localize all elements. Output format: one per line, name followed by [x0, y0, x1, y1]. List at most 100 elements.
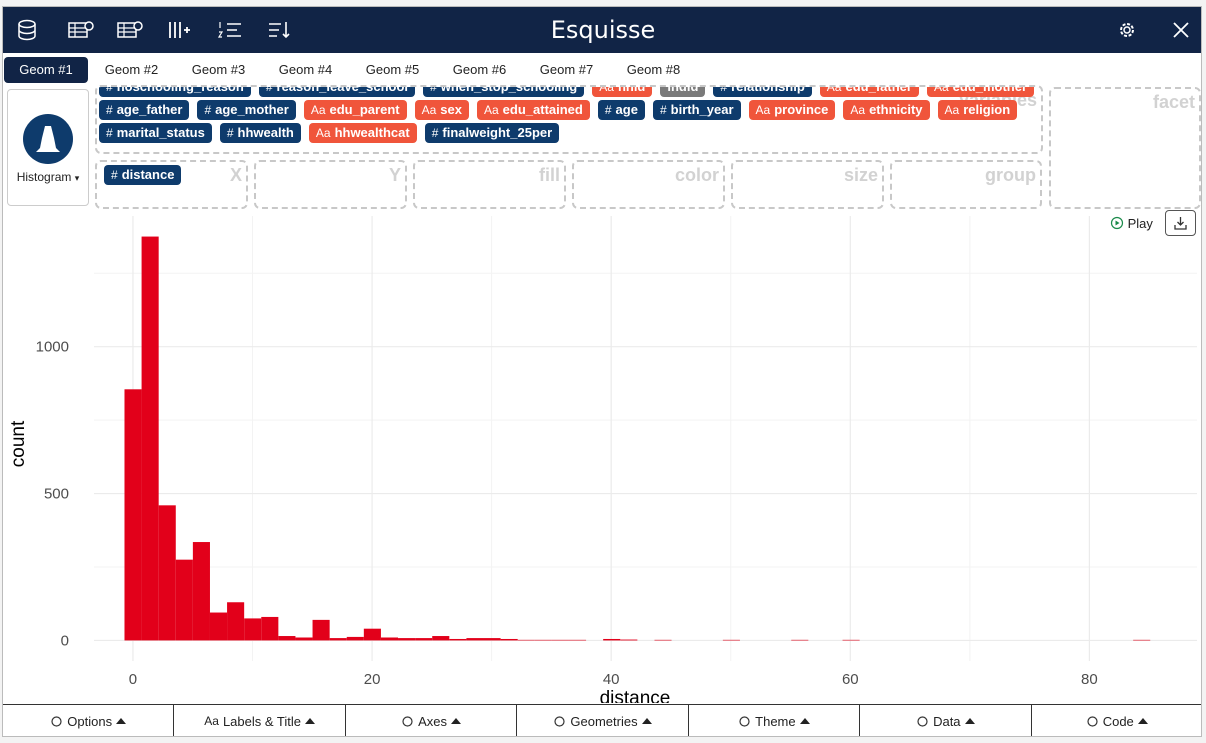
histogram-bar [192, 542, 210, 641]
chip-icon: Aa [599, 85, 614, 94]
variable-chip[interactable]: # finalweight_25per [424, 123, 560, 143]
histogram-bar [551, 639, 569, 641]
tab[interactable]: Geom #6 [452, 62, 507, 77]
button-icon [554, 715, 565, 727]
histogram-chart: 0 20 40 60 80 0 500 1000 distance count [8, 216, 1197, 703]
button-icon [1087, 715, 1098, 727]
variable-chip[interactable]: # age_mother [197, 100, 296, 120]
top-bar: Esquisse [3, 7, 1201, 53]
reorder-icon[interactable] [217, 19, 243, 41]
variable-chip[interactable]: # when_stop_schooling [423, 87, 585, 97]
variable-chip[interactable]: # age_father [99, 100, 190, 120]
zone-label: color [674, 165, 719, 185]
settings-icon[interactable] [1116, 19, 1138, 41]
histogram-bar [415, 638, 433, 641]
variable-chip[interactable]: Aa edu_father [819, 85, 919, 97]
variables-zone: Variables #noschooling_reason#reason_lea… [95, 85, 1043, 154]
histogram-bar [261, 616, 279, 641]
chip-icon: # [106, 85, 113, 94]
y-tick-label: 0 [61, 632, 69, 649]
tab[interactable]: Geom #3 [191, 62, 246, 77]
tab[interactable]: Geom #2 [104, 62, 159, 77]
tab[interactable]: Geom #8 [626, 62, 681, 77]
chip-label: religion [963, 102, 1011, 117]
button-icon [402, 715, 413, 727]
close-icon[interactable] [1170, 19, 1192, 41]
variable-chip[interactable]: # age [597, 100, 645, 120]
variable-chip[interactable]: Aa ethnicity [843, 100, 930, 120]
variable-chip[interactable]: Aa sex [414, 100, 469, 120]
view-data-icon[interactable] [67, 19, 95, 41]
chip-label: province [774, 102, 829, 117]
sort-icon[interactable] [266, 19, 292, 41]
histogram-bar [244, 618, 262, 641]
zone-label: fill [539, 165, 560, 185]
variable-chip[interactable]: # birth_year [652, 100, 741, 120]
variable-chip[interactable]: Aa province [748, 100, 836, 120]
toolbar-button[interactable]: Options [3, 704, 175, 736]
play-button[interactable]: Play [1110, 216, 1153, 231]
variable-chip[interactable]: Aa religion [937, 100, 1018, 120]
variable-chip[interactable]: # reason_leave_school [258, 85, 416, 97]
variable-chip[interactable]: indid [660, 85, 706, 97]
chip-label: hhwealth [237, 125, 294, 140]
toolbar-button[interactable]: Theme [687, 704, 861, 736]
chip-icon: # [204, 103, 212, 117]
variable-chip[interactable]: Aa edu_parent [303, 100, 407, 120]
button-label: Labels & Title [222, 713, 301, 729]
toolbar-button[interactable]: Geometries [516, 704, 689, 736]
caret [1137, 718, 1148, 724]
button-label: Data [933, 713, 961, 729]
toolbar-button[interactable]: Axes [344, 704, 518, 736]
variable-chip[interactable]: Aa edu_mother [926, 87, 1035, 97]
histogram-bar [158, 505, 176, 641]
histogram-bar [380, 637, 399, 641]
edit-data-icon[interactable] [116, 19, 144, 41]
toolbar-button[interactable]: Aa Labels & Title [173, 704, 346, 736]
chip-icon: Aa [483, 103, 499, 117]
chip-icon: Aa [755, 103, 771, 117]
tab[interactable]: Geom #1 [4, 57, 88, 83]
button-icon [51, 715, 62, 727]
variable-chip[interactable]: Aa hhid [592, 85, 653, 97]
tab[interactable]: Geom #5 [365, 62, 420, 77]
chip-label: edu_parent [329, 102, 400, 117]
y-tick-label: 500 [44, 486, 69, 503]
chip-label: ethnicity [869, 102, 923, 117]
histogram-bar [329, 638, 347, 641]
chip-label: indid [667, 85, 699, 94]
chip-icon: Aa [826, 85, 842, 94]
tab[interactable]: Geom #4 [278, 62, 333, 77]
geom-selector[interactable]: Histogram ▾ [7, 89, 89, 206]
variable-chip[interactable]: # hhwealth [219, 123, 301, 143]
toolbar-button[interactable]: Code [1030, 704, 1201, 736]
histogram-bar [842, 639, 860, 641]
histogram-bar [500, 638, 518, 641]
button-icon: Aa [204, 714, 219, 728]
toolbar-button[interactable]: Data [859, 704, 1032, 736]
chip-label: age_mother [215, 102, 289, 117]
chip-label: age_father [116, 102, 183, 117]
variable-chip[interactable]: # relationship [713, 85, 812, 97]
database-icon[interactable] [17, 19, 37, 41]
zone-label: size [843, 165, 878, 185]
dropzone: group [890, 160, 1042, 209]
x-tick-label: 60 [842, 671, 859, 688]
chip-icon: Aa [310, 103, 326, 117]
variable-chip[interactable]: Aa hhwealthcat [308, 123, 417, 143]
histogram-bar [175, 559, 193, 641]
chip-icon: # [265, 85, 273, 94]
variable-chip[interactable]: # distance [104, 165, 182, 185]
variable-chip[interactable]: # noschooling_reason [99, 85, 251, 97]
zone-label: Y [388, 165, 401, 185]
histogram-bar [722, 639, 740, 641]
download-button[interactable] [1165, 210, 1196, 236]
variable-chip[interactable]: # marital_status [99, 123, 212, 143]
y-axis-label: count [8, 420, 29, 467]
facet-zone: facet [1049, 87, 1201, 209]
columns-icon[interactable] [167, 19, 191, 41]
tab[interactable]: Geom #7 [539, 62, 594, 77]
histogram-bar [449, 638, 467, 641]
variable-chip[interactable]: Aa edu_attained [476, 100, 590, 120]
chip-label: relationship [731, 85, 805, 94]
